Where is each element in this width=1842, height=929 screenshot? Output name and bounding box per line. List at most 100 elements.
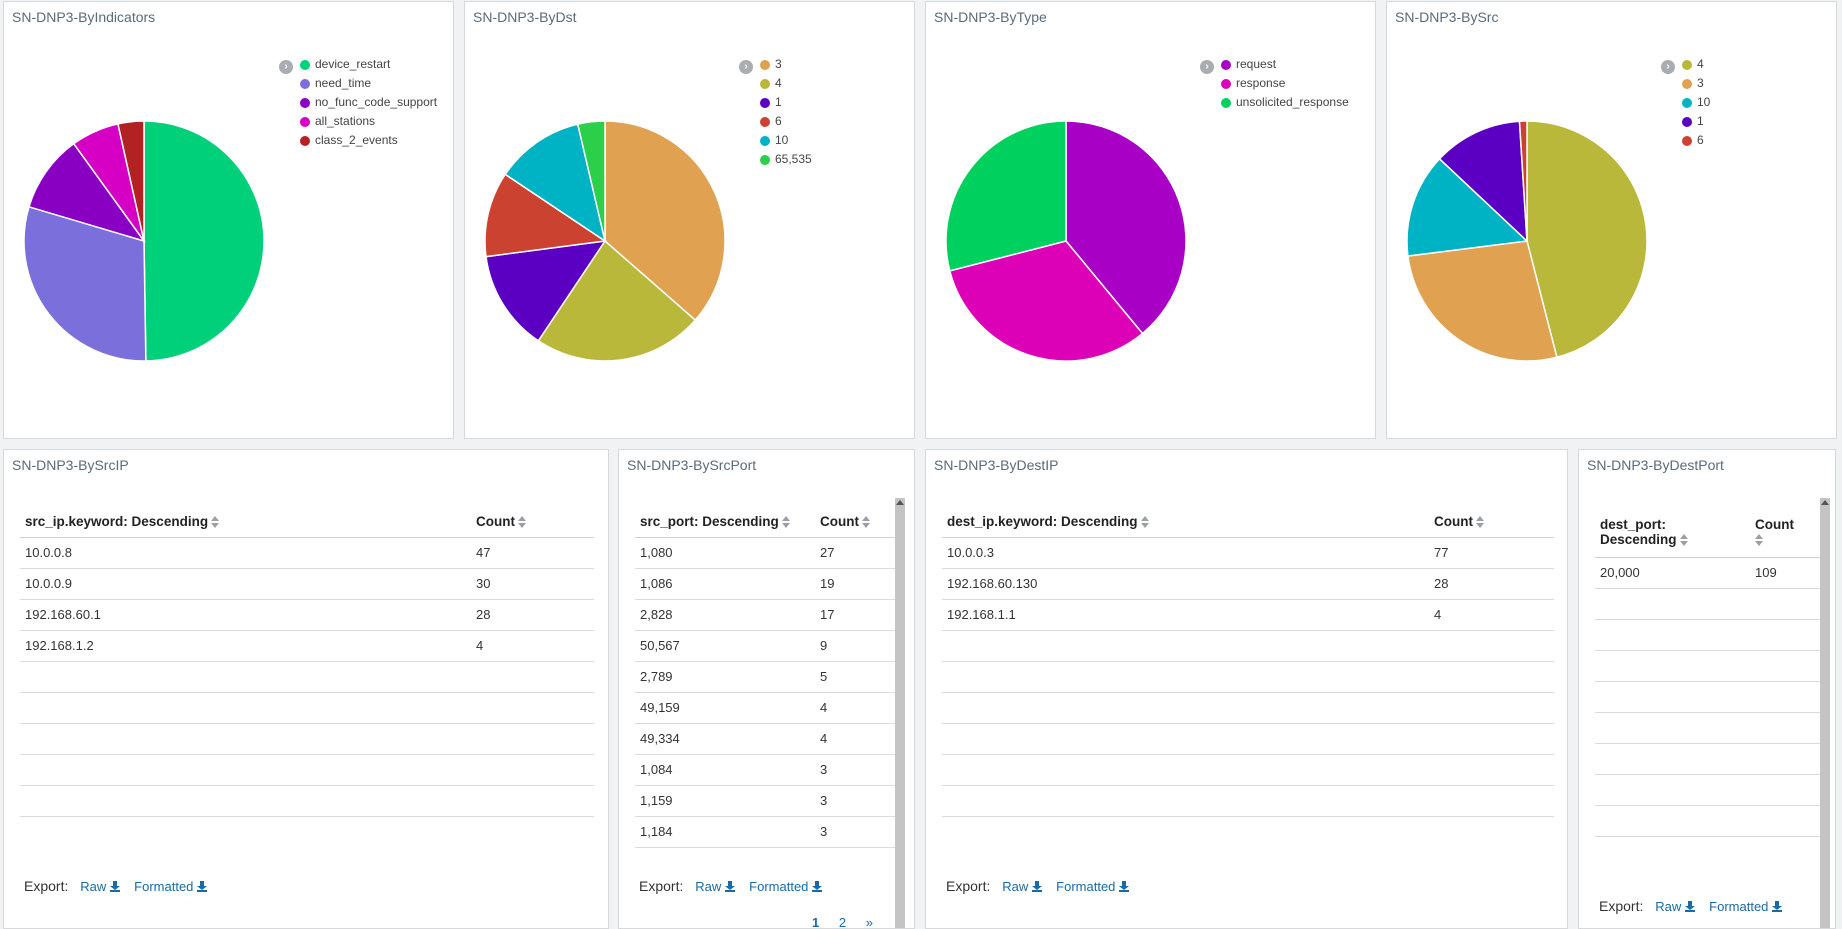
pie-slice-unsolicited-response[interactable] <box>945 120 1067 272</box>
legend-item[interactable]: 3 <box>760 55 812 74</box>
sort-icon <box>211 516 220 529</box>
table-row: 192.168.1.1 4 <box>942 599 1554 631</box>
pie-slice-1[interactable] <box>1438 120 1528 243</box>
pie-slice-1[interactable] <box>485 240 607 342</box>
pie-slice-device-restart[interactable] <box>143 120 265 362</box>
scrollbar[interactable] <box>895 498 905 928</box>
pie-slice-need-time[interactable] <box>23 205 147 362</box>
scrollbar[interactable] <box>1820 498 1830 928</box>
legend-swatch-icon <box>1221 78 1231 89</box>
legend-item[interactable]: request <box>1221 55 1349 74</box>
export-formatted-link[interactable]: Formatted <box>1709 899 1783 914</box>
pie-slice-10[interactable] <box>504 123 607 243</box>
export-label: Export: <box>639 878 684 894</box>
legend: request response unsolicited_response <box>1221 55 1349 112</box>
export-raw-link[interactable]: Raw <box>695 879 736 894</box>
legend-item[interactable]: 6 <box>760 112 812 131</box>
legend-item[interactable]: no_func_code_support <box>300 93 437 112</box>
pie-slice-6[interactable] <box>1518 120 1528 242</box>
table-panel-by-src-port: SN-DNP3-BySrcPort src_port: Descending C… <box>618 449 915 929</box>
table-row <box>1595 619 1823 651</box>
legend-label: 4 <box>1697 57 1704 71</box>
export-label: Export: <box>24 878 69 894</box>
export-label: Export: <box>946 878 991 894</box>
column-header-dest-port[interactable]: dest_port: Descending <box>1595 507 1750 558</box>
legend-item[interactable]: 65,535 <box>760 150 812 169</box>
legend-label: 65,535 <box>775 152 812 166</box>
legend-item[interactable]: 1 <box>760 93 812 112</box>
sort-icon <box>861 516 870 529</box>
legend-item[interactable]: unsolicited_response <box>1221 93 1349 112</box>
cell-key <box>942 661 1429 693</box>
export-formatted-link[interactable]: Formatted <box>749 879 823 894</box>
panel-title: SN-DNP3-ByDestPort <box>1587 457 1724 473</box>
legend-label: 6 <box>1697 133 1704 147</box>
column-header-src-port[interactable]: src_port: Descending <box>635 507 815 538</box>
legend-item[interactable]: 6 <box>1682 131 1710 150</box>
export-raw-link[interactable]: Raw <box>1655 899 1696 914</box>
column-header-dest-ip[interactable]: dest_ip.keyword: Descending <box>942 507 1429 538</box>
export-formatted-link[interactable]: Formatted <box>134 879 208 894</box>
column-header-count[interactable]: Count <box>815 507 901 538</box>
legend-swatch-icon <box>760 59 770 70</box>
pie-slice-3[interactable] <box>604 120 726 322</box>
export-raw-link[interactable]: Raw <box>1002 879 1043 894</box>
cell-count <box>1750 805 1823 837</box>
legend-item[interactable]: 10 <box>760 131 812 150</box>
pie-slice-response[interactable] <box>948 240 1144 362</box>
legend-toggle-icon[interactable]: › <box>1200 60 1214 74</box>
page-link-1[interactable]: 1 <box>812 915 820 929</box>
legend-toggle-icon[interactable]: › <box>739 60 753 74</box>
legend-item[interactable]: need_time <box>300 74 437 93</box>
legend-item[interactable]: 4 <box>1682 55 1710 74</box>
legend-label: 1 <box>775 95 782 109</box>
data-table: src_ip.keyword: Descending Count 10.0.0.… <box>20 507 594 817</box>
pie-slice-3[interactable] <box>1407 240 1558 362</box>
cell-count <box>471 785 594 817</box>
legend-toggle-icon[interactable]: › <box>279 60 293 74</box>
column-header-src-ip[interactable]: src_ip.keyword: Descending <box>20 507 471 538</box>
page-next-link[interactable]: » <box>865 915 873 929</box>
pie-slice-no-func-code-support[interactable] <box>28 142 146 243</box>
scroll-up-icon[interactable] <box>1821 500 1829 505</box>
pie-slice-4[interactable] <box>1526 120 1648 359</box>
pie-slice-6[interactable] <box>484 173 608 258</box>
legend-item[interactable]: 3 <box>1682 74 1710 93</box>
download-icon <box>1685 901 1696 912</box>
legend-item[interactable]: 1 <box>1682 112 1710 131</box>
export-formatted-link[interactable]: Formatted <box>1056 879 1130 894</box>
data-table: dest_port: Descending Count 20,000 109 <box>1595 507 1823 837</box>
pie-slice-request[interactable] <box>1065 120 1187 335</box>
download-icon <box>197 881 208 892</box>
pie-slice-10[interactable] <box>1406 157 1529 257</box>
cell-count: 30 <box>471 568 594 600</box>
legend-item[interactable]: response <box>1221 74 1349 93</box>
column-header-count[interactable]: Count <box>471 507 594 538</box>
page-link-2[interactable]: 2 <box>838 915 847 929</box>
pie-slice-65-535[interactable] <box>576 120 606 242</box>
column-header-count[interactable]: Count <box>1429 507 1554 538</box>
table-row: 1,184 3 <box>635 816 901 848</box>
cell-key: 49,334 <box>635 723 815 755</box>
legend-item[interactable]: class_2_events <box>300 131 437 150</box>
pie-slice-class-2-events[interactable] <box>117 120 145 242</box>
legend-swatch-icon <box>1682 59 1692 70</box>
table-row <box>942 723 1554 755</box>
legend-item[interactable]: all_stations <box>300 112 437 131</box>
legend-label: response <box>1236 76 1286 90</box>
legend-toggle-icon[interactable]: › <box>1661 60 1675 74</box>
legend-label: 1 <box>1697 114 1704 128</box>
sort-icon <box>1140 516 1149 529</box>
export-raw-link[interactable]: Raw <box>80 879 121 894</box>
legend-item[interactable]: device_restart <box>300 55 437 74</box>
legend-item[interactable]: 4 <box>760 74 812 93</box>
table-row <box>20 692 594 724</box>
table-row: 192.168.60.1 28 <box>20 599 594 631</box>
legend-label: class_2_events <box>315 133 398 147</box>
pie-slice-4[interactable] <box>537 239 697 362</box>
cell-count: 4 <box>815 692 901 724</box>
legend-swatch-icon <box>760 97 770 108</box>
column-header-count[interactable]: Count <box>1750 507 1823 558</box>
legend-item[interactable]: 10 <box>1682 93 1710 112</box>
scroll-up-icon[interactable] <box>896 500 904 505</box>
